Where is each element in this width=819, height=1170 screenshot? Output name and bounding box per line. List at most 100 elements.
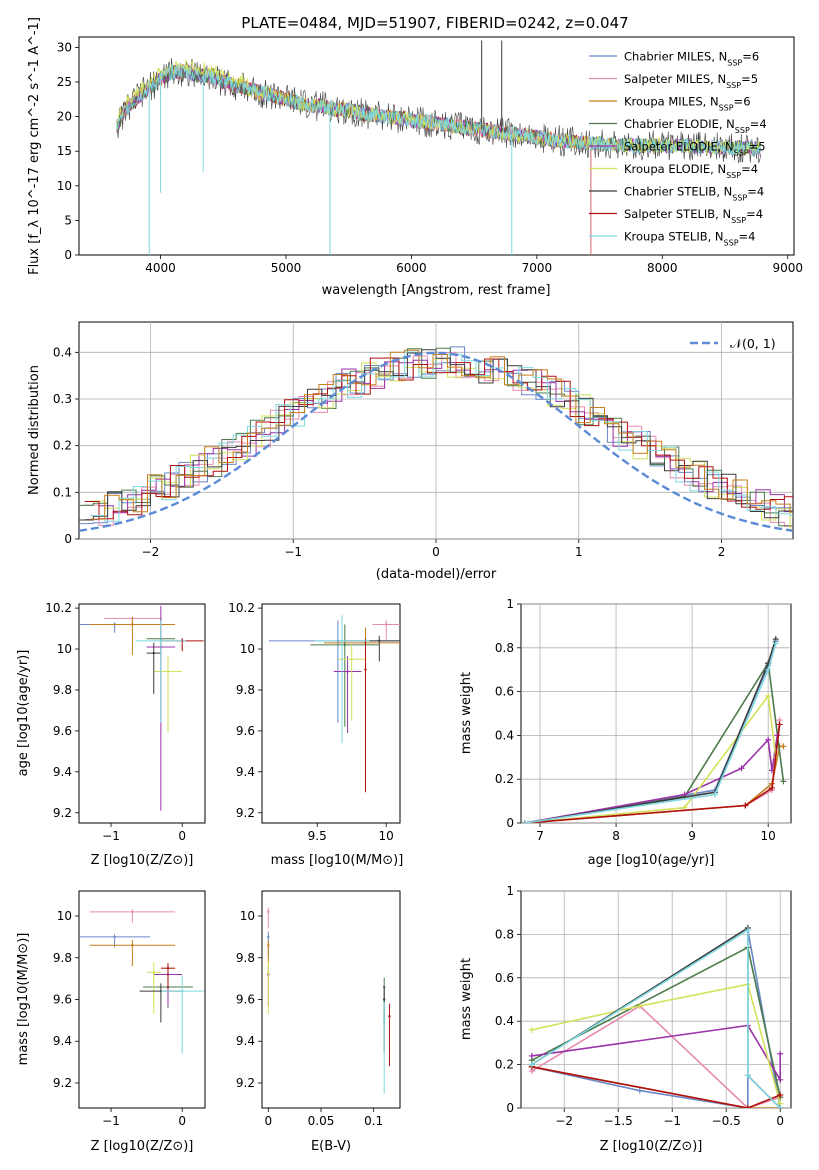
y-tick-label: 9.4 [236, 1034, 255, 1048]
mass-vs-ebv-axes [261, 890, 401, 1109]
normal-legend-label: 𝒩(0, 1) [730, 336, 776, 351]
y-tick-label: 0 [64, 532, 72, 546]
x-tick-label: 10 [761, 829, 776, 843]
mass-weight-series [524, 640, 777, 823]
x-tick-label: −0.5 [712, 1114, 741, 1128]
mass-weight-marker [528, 1052, 535, 1059]
y-tick-label: 9.4 [236, 765, 255, 779]
mass-weight-marker [528, 1026, 535, 1033]
data-point [159, 639, 163, 643]
mass-weight-series [524, 643, 777, 823]
mass-vs-Z-axes [78, 890, 206, 1109]
figure-title: PLATE=0484, MJD=51907, FIBERID=0242, z=0… [241, 14, 628, 32]
residuals-ylabel: Normed distribution [27, 365, 42, 495]
y-tick-label: 9.8 [236, 951, 255, 965]
mass-weight-series [524, 724, 781, 823]
mass-weight-series [531, 1005, 781, 1108]
mass-weight-marker [521, 820, 528, 823]
legend-entry: Kroupa STELIB, NSSP=4 [624, 230, 756, 248]
mass-weight-marker [777, 1091, 784, 1098]
y-tick-label: 10 [57, 179, 72, 193]
y-tick-label: 10 [240, 642, 255, 656]
residual-histogram [84, 357, 793, 520]
y-tick-label: 9.6 [236, 724, 255, 738]
mass-weight-series [531, 926, 781, 1108]
age-vs-Z-ylabel: age [log10(age/yr)] [16, 650, 31, 777]
mass-weight-series [524, 693, 777, 823]
mass-weight-marker [777, 1076, 784, 1083]
y-tick-label: 9.2 [53, 1076, 72, 1090]
age-vs-Z-xlabel: Z [log10(Z/Z⊙)] [91, 853, 194, 868]
legend-entry: Kroupa MILES, NSSP=6 [624, 95, 751, 113]
y-tick-label: 9.8 [53, 683, 72, 697]
data-point [350, 658, 353, 661]
y-tick-label: 10.2 [228, 601, 255, 615]
mass-weight-marker [777, 1105, 784, 1108]
y-tick-label: 0.8 [495, 641, 514, 655]
residuals-xlabel: (data-model)/error [376, 567, 497, 582]
legend-entry: Salpeter ELODIE, NSSP=5 [624, 140, 766, 158]
mass-weight-vs-age-ylabel: mass weight [459, 672, 474, 754]
mass-weight-marker [528, 1061, 535, 1068]
y-tick-label: 0.1 [53, 485, 72, 499]
y-tick-label: 0.6 [495, 971, 514, 985]
x-tick-label: 8000 [647, 261, 678, 275]
mass-weight-marker [744, 1072, 751, 1079]
mass-weight-marker [765, 666, 772, 673]
x-tick-label: 9.5 [308, 829, 327, 843]
mass-weight-marker [765, 736, 772, 743]
x-tick-label: 5000 [271, 261, 302, 275]
y-tick-label: 10 [57, 642, 72, 656]
mass-weight-marker [636, 1087, 643, 1094]
y-tick-label: 0.4 [53, 345, 72, 359]
mass-weight-marker [738, 765, 745, 772]
spectrum-line [116, 65, 592, 255]
x-tick-label: −1 [102, 829, 120, 843]
spectrum-legend: Chabrier MILES, NSSP=6 Salpeter MILES, NS… [589, 50, 767, 248]
axis-ticks: −1 0 9.2 9.4 9.6 9.8 10 [53, 909, 186, 1128]
mass-weight-series [524, 745, 784, 823]
y-tick-label: 0 [506, 1101, 514, 1115]
x-tick-label: 0 [432, 545, 440, 559]
data-point [378, 639, 381, 643]
mass-weight-series [531, 1066, 781, 1108]
y-tick-label: 5 [64, 213, 72, 227]
x-tick-label: −1 [284, 545, 302, 559]
x-tick-label: 8 [612, 829, 620, 843]
spectrum-line [116, 64, 762, 157]
mass-weight-series [531, 929, 781, 1108]
mass-weight-vs-age-axes [520, 603, 792, 824]
spectrum-line [116, 59, 762, 156]
mass-weight-series [531, 1024, 781, 1083]
data-point [113, 935, 116, 939]
data-point [267, 944, 270, 947]
x-tick-label: −1 [663, 1114, 681, 1128]
spectrum-line [116, 64, 592, 255]
x-tick-label: −2 [142, 545, 160, 559]
y-tick-label: 0.4 [495, 1014, 514, 1028]
age-vs-mass-axes [261, 603, 401, 824]
y-tick-label: 9.8 [53, 951, 72, 965]
axis-ticks: −1 0 9.2 9.4 9.6 9.8 10 10.2 [45, 601, 186, 843]
mass-vs-ebv-xlabel: E(B-V) [311, 1139, 351, 1154]
y-tick-label: 20 [57, 110, 72, 124]
data-point [382, 998, 386, 1001]
y-tick-label: 9.2 [236, 806, 255, 820]
data-point [267, 935, 270, 939]
data-point [346, 670, 349, 673]
x-tick-label: 10 [379, 829, 394, 843]
spectrum-line [116, 64, 592, 255]
legend-entry: Salpeter MILES, NSSP=5 [624, 72, 758, 90]
data-point [343, 643, 346, 647]
age-vs-Z-axes [78, 603, 206, 824]
data-point [382, 1019, 386, 1022]
x-tick-label: 2 [718, 545, 726, 559]
mass-vs-Z-ylabel: mass [log10(M/M⊙)] [16, 933, 31, 1066]
data-point [340, 639, 344, 643]
y-tick-label: 9.6 [53, 993, 72, 1007]
y-tick-label: 9.2 [236, 1076, 255, 1090]
mass-weight-marker [776, 721, 783, 728]
age-vs-mass-xlabel: mass [log10(M/M⊙)] [271, 853, 404, 868]
y-tick-label: 0.4 [495, 728, 514, 742]
